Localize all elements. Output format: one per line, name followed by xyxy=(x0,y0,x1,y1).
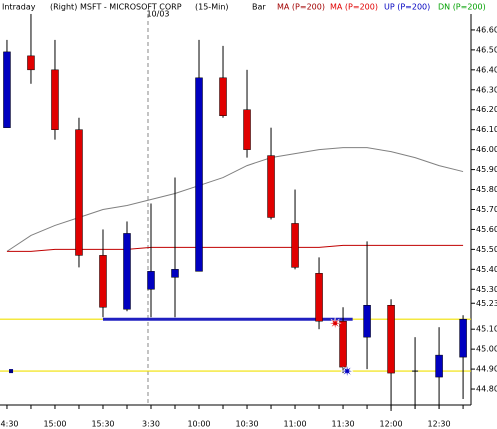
y-tick-label: 45.60 xyxy=(476,225,497,234)
y-tick-label: 45.40 xyxy=(476,265,497,274)
legend-entry: DN (P=200) xyxy=(438,3,486,12)
y-tick-label: 45.00 xyxy=(476,345,497,354)
candle-body xyxy=(51,69,59,130)
y-tick-label: 46.00 xyxy=(476,145,497,154)
x-tick-label: 10:00 xyxy=(187,420,210,429)
header-text: Bar xyxy=(252,3,266,12)
date-divider-label: 10/03 xyxy=(146,10,169,19)
candle-body xyxy=(243,109,251,150)
y-tick-label: 45.50 xyxy=(476,245,497,254)
candle-body xyxy=(387,304,395,374)
header-text: MSFT - MICROSOFT CORP xyxy=(80,3,182,12)
y-tick-label: 45.23 xyxy=(476,299,497,308)
ma-line xyxy=(6,147,464,252)
legend-entry: MA (P=200) xyxy=(330,3,378,12)
header-text: (15-Min) xyxy=(195,3,229,12)
candle-body xyxy=(219,77,227,116)
candle-body xyxy=(171,269,179,278)
y-tick-label: 44.90 xyxy=(476,365,497,374)
candle-body xyxy=(363,304,371,338)
x-tick-label: 15:30 xyxy=(91,420,114,429)
candle-body xyxy=(195,77,203,272)
candle-body xyxy=(315,273,323,322)
candle-body xyxy=(123,233,131,310)
y-tick-label: 46.20 xyxy=(476,105,497,114)
candle-body xyxy=(339,320,347,368)
x-tick-label: 11:00 xyxy=(284,420,307,429)
candle-body xyxy=(75,129,83,256)
legend-entry: MA (P=200) xyxy=(277,3,325,12)
y-tick-label: 46.10 xyxy=(476,125,497,134)
y-tick-label: 45.80 xyxy=(476,185,497,194)
y-tick-label: 46.30 xyxy=(476,85,497,94)
y-tick-label: 46.60 xyxy=(476,25,497,34)
x-tick-label: 11:30 xyxy=(332,420,355,429)
x-tick-label: 14:30 xyxy=(0,420,18,429)
marker-square xyxy=(9,369,14,374)
candle-body xyxy=(459,318,467,358)
candle-body xyxy=(291,223,299,268)
header-text: Intraday xyxy=(2,3,36,12)
x-tick-label: 3:30 xyxy=(142,420,160,429)
candle-body xyxy=(267,155,275,218)
marker-star xyxy=(341,365,354,378)
candle-body xyxy=(99,255,107,308)
candle-body xyxy=(27,55,35,71)
y-tick-label: 46.50 xyxy=(476,45,497,54)
marker-star xyxy=(329,317,342,330)
legend-entry: UP (P=200) xyxy=(384,3,430,12)
candle-body xyxy=(3,51,11,128)
y-tick-label: 44.80 xyxy=(476,385,497,394)
y-tick-label: 45.30 xyxy=(476,285,497,294)
x-tick-label: 12:00 xyxy=(380,420,403,429)
y-tick-label: 45.10 xyxy=(476,325,497,334)
candle-body xyxy=(147,271,155,290)
x-tick-label: 10:30 xyxy=(235,420,258,429)
x-tick-label: 12:30 xyxy=(428,420,451,429)
y-tick-label: 45.70 xyxy=(476,205,497,214)
ma-line xyxy=(6,244,464,252)
y-tick-label: 46.40 xyxy=(476,65,497,74)
candle-body xyxy=(435,354,443,378)
x-tick-label: 15:00 xyxy=(43,420,66,429)
header-text: (Right) xyxy=(50,3,77,12)
y-tick-label: 45.90 xyxy=(476,165,497,174)
